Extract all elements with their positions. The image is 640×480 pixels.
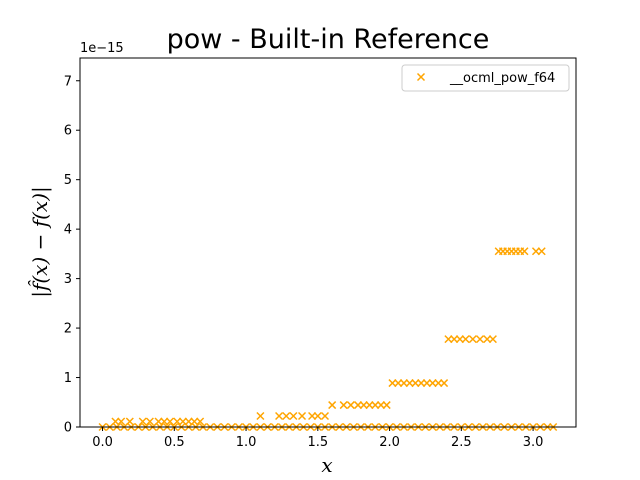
plot-frame (79, 57, 577, 428)
x-tick-label: 2.5 (451, 435, 472, 450)
data-point (184, 417, 193, 426)
x-tick-label: 2.0 (379, 435, 400, 450)
data-point (196, 417, 205, 426)
data-point (531, 247, 540, 256)
data-point (468, 335, 477, 344)
y-tick-label: 1 (64, 371, 72, 386)
data-point (154, 417, 163, 426)
data-point (461, 335, 470, 344)
data-point (339, 401, 348, 410)
data-point (483, 335, 492, 344)
legend: __ocml_pow_f64 (401, 64, 570, 92)
data-point (417, 379, 426, 388)
y-axis-ticks: 0 1 2 3 4 5 6 7 (64, 74, 80, 436)
data-point (388, 379, 397, 388)
legend-marker-x (416, 72, 426, 82)
data-point (190, 417, 199, 426)
data-point (371, 401, 380, 410)
data-point (111, 417, 120, 426)
data-point (160, 417, 169, 426)
data-point (428, 379, 437, 388)
data-point (173, 417, 182, 426)
data-point (256, 411, 265, 421)
x-tick-label: 0.0 (92, 435, 113, 450)
y-tick-label: 0 (64, 421, 72, 436)
x-tick-label: 1.5 (307, 435, 328, 450)
data-point (308, 411, 317, 421)
data-point (313, 411, 322, 421)
data-point (320, 411, 330, 421)
data-point (405, 379, 414, 388)
data-point (165, 417, 175, 426)
data-point (434, 379, 443, 388)
y-tick-label: 5 (64, 173, 72, 188)
data-point (475, 335, 485, 344)
chart-title: pow - Built-in Reference (167, 24, 490, 55)
data-point (394, 379, 403, 388)
data-point (328, 401, 337, 410)
y-tick-label: 7 (64, 74, 72, 89)
y-scale-offset-label: 1e−15 (80, 41, 124, 56)
data-point (178, 417, 187, 426)
legend-entry-label: __ocml_pow_f64 (449, 71, 555, 86)
x-axis-ticks: 0.0 0.5 1.0 1.5 2.0 2.5 3.0 (92, 427, 543, 450)
data-point (450, 335, 459, 344)
data-point (411, 379, 420, 388)
data-point (275, 411, 284, 421)
x-tick-label: 1.0 (236, 435, 257, 450)
data-point (455, 335, 464, 344)
data-point (125, 417, 134, 426)
data-point (440, 379, 449, 388)
data-point (359, 401, 368, 410)
y-tick-label: 4 (64, 223, 72, 238)
data-point (444, 335, 453, 344)
x-tick-label: 0.5 (164, 435, 185, 450)
data-point (117, 417, 126, 426)
y-tick-label: 6 (64, 124, 72, 139)
y-tick-label: 3 (64, 272, 72, 287)
data-point (282, 411, 291, 421)
y-tick-label: 2 (64, 322, 72, 337)
data-point (488, 335, 497, 344)
data-point (297, 411, 307, 421)
data-point (537, 247, 546, 256)
data-point (376, 401, 385, 410)
data-point (289, 411, 298, 421)
y-axis-label: |f̂(x) − f(x)| (28, 186, 53, 298)
data-point (145, 417, 154, 426)
x-axis-label: x (321, 453, 332, 477)
data-point (365, 401, 374, 410)
data-point (422, 379, 431, 388)
data-point (382, 401, 391, 410)
data-point (346, 401, 355, 410)
x-tick-label: 3.0 (523, 435, 544, 450)
data-point (353, 401, 363, 410)
legend-box (401, 64, 570, 92)
data-point (399, 379, 408, 388)
data-point (138, 417, 147, 426)
legend-marker-x-icon (416, 72, 426, 82)
data-point (520, 247, 529, 256)
